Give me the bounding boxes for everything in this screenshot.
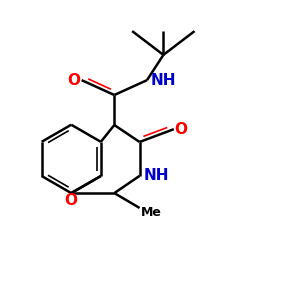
Text: O: O [68, 73, 81, 88]
Text: O: O [65, 193, 78, 208]
Text: NH: NH [151, 73, 176, 88]
Text: Me: Me [141, 206, 162, 219]
Text: NH: NH [143, 168, 169, 183]
Text: O: O [175, 122, 188, 137]
